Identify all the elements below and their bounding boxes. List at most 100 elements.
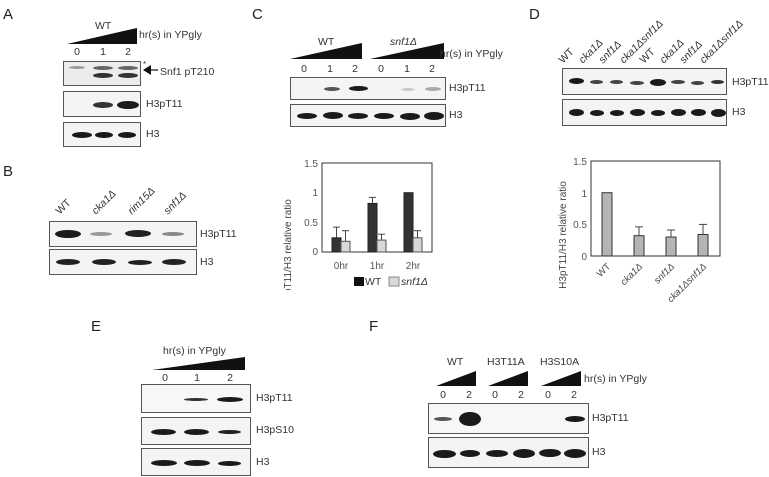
svg-text:1: 1	[581, 189, 587, 200]
panel-f-label-h3pt11: H3pT11	[592, 412, 629, 424]
svg-text:0hr: 0hr	[334, 261, 349, 272]
panel-a-blot-snf1-pt210	[63, 61, 141, 86]
svg-text:0: 0	[581, 252, 587, 263]
panel-b-blot-h3	[49, 249, 197, 275]
panel-c-bar-chart: H3pT11/H3 relative ratio 1.5 1 0.5 0 0hr…	[283, 159, 433, 290]
panel-d-plot-area	[590, 160, 721, 257]
svg-text:1: 1	[312, 188, 318, 199]
panel-c-time-label: hr(s) in YPgly	[440, 48, 503, 60]
svg-text:2hr: 2hr	[406, 261, 421, 272]
panel-e-lane: 2	[227, 372, 233, 384]
panel-c-lane: 2	[352, 63, 358, 75]
panel-d-blot-h3	[562, 99, 727, 126]
panel-b-blot-h3pt11	[49, 221, 197, 247]
panel-f-lane: 2	[518, 389, 524, 401]
panel-c-label-h3: H3	[449, 109, 463, 121]
panel-c-label-h3pt11: H3pT11	[449, 82, 486, 94]
panel-e-label-h3: H3	[256, 456, 270, 468]
legend-snf1: snf1Δ	[401, 276, 428, 288]
panel-f-strain-h3t11a: H3T11A	[487, 356, 525, 368]
panel-f-lane: 0	[492, 389, 498, 401]
panel-e-blot-h3pt11	[141, 384, 251, 413]
panel-d-label-h3pt11: H3pT11	[732, 76, 769, 88]
panel-b-label-h3: H3	[200, 256, 214, 268]
panel-f-h3s10a-time-wedge-icon	[541, 371, 581, 386]
legend-snf1-swatch-icon	[388, 276, 400, 287]
panel-e-lane: 0	[162, 372, 168, 384]
panel-c-lane: 0	[301, 63, 307, 75]
panel-f-lane: 2	[466, 389, 472, 401]
panel-e-blot-h3	[141, 448, 251, 476]
svg-text:WT: WT	[595, 261, 613, 279]
panel-a-blot-h3	[63, 122, 141, 147]
panel-f-lane: 0	[545, 389, 551, 401]
svg-text:1.5: 1.5	[573, 157, 587, 168]
panel-c-blot-h3	[290, 104, 446, 127]
panel-d-chart-ylabel: H3pT11/H3 relative ratio	[558, 181, 569, 289]
panel-d-lane: WT	[556, 45, 577, 66]
panel-f-letter: F	[369, 318, 379, 335]
svg-text:0.5: 0.5	[304, 218, 318, 229]
panel-d-blot-h3pt11	[562, 68, 727, 95]
panel-a-strain-label: WT	[95, 20, 112, 32]
panel-c-wt-time-wedge-icon	[290, 43, 362, 59]
panel-b-lane-snf1: snf1Δ	[161, 189, 190, 217]
panel-e-label-h3ps10: H3pS10	[256, 424, 294, 436]
svg-text:1.5: 1.5	[304, 159, 318, 170]
panel-b-lane-rim15: rim15Δ	[125, 184, 158, 217]
panel-a-lane-2: 2	[125, 46, 131, 58]
panel-c-chart-ylabel: H3pT11/H3 relative ratio	[283, 199, 294, 290]
panel-e-blot-h3ps10	[141, 417, 251, 445]
panel-c-letter: C	[252, 6, 263, 23]
panel-e-lane: 1	[194, 372, 200, 384]
panel-c-snf1-time-wedge-icon	[370, 43, 444, 59]
panel-c-strain-wt: WT	[318, 36, 335, 48]
legend-wt-swatch-icon	[354, 277, 364, 286]
panel-d-letter: D	[529, 6, 540, 23]
panel-c-lane: 1	[404, 63, 410, 75]
panel-b-lane-cka1: cka1Δ	[89, 187, 119, 217]
panel-a-letter: A	[3, 6, 14, 23]
panel-f-h3t11a-time-wedge-icon	[488, 371, 528, 386]
panel-a-lane-1: 1	[100, 46, 106, 58]
panel-a-label-snf1-pt210: Snf1 pT210	[160, 66, 215, 78]
panel-e-time-label: hr(s) in YPgly	[163, 345, 226, 357]
svg-text:1hr: 1hr	[370, 261, 385, 272]
panel-e-time-wedge-icon	[152, 357, 245, 370]
arrow-left-icon	[143, 65, 158, 75]
panel-f-lane: 2	[571, 389, 577, 401]
panel-f-strain-wt: WT	[447, 356, 464, 368]
panel-c-blot-h3pt11	[290, 77, 446, 100]
panel-f-strain-h3s10a: H3S10A	[540, 356, 580, 368]
panel-c-lane: 2	[429, 63, 435, 75]
legend-wt: WT	[365, 276, 382, 288]
svg-text:0.5: 0.5	[573, 220, 587, 231]
panel-f-label-h3: H3	[592, 446, 606, 458]
panel-f-blot-h3pt11	[428, 403, 589, 434]
panel-a-label-h3pt11: H3pT11	[146, 98, 183, 110]
svg-text:0: 0	[312, 247, 318, 258]
panel-d-bar-chart: H3pT11/H3 relative ratio 1.5 1 0.5 0 WT …	[558, 157, 721, 305]
panel-a-blot-h3pt11	[63, 91, 141, 117]
panel-b-lane-wt: WT	[53, 196, 74, 217]
panel-b-letter: B	[3, 163, 14, 180]
panel-f-wt-time-wedge-icon	[436, 371, 476, 386]
panel-f-lane: 0	[440, 389, 446, 401]
panel-e-label-h3pt11: H3pT11	[256, 392, 293, 404]
svg-text:cka1Δ: cka1Δ	[619, 261, 645, 287]
svg-text:snf1Δ: snf1Δ	[652, 261, 677, 286]
panel-d-lane: cka1Δsnf1Δ	[697, 17, 746, 66]
panel-a-time-wedge-icon	[67, 28, 137, 44]
panel-e-letter: E	[91, 318, 102, 335]
panel-a-label-h3: H3	[146, 128, 160, 140]
panel-f-blot-h3	[428, 437, 589, 468]
panel-a-time-label: hr(s) in YPgly	[139, 29, 202, 41]
panel-d-label-h3: H3	[732, 106, 746, 118]
panel-c-lane: 1	[327, 63, 333, 75]
panel-f-time-label: hr(s) in YPgly	[584, 373, 647, 385]
panel-b-label-h3pt11: H3pT11	[200, 228, 237, 240]
panel-a-asterisk: *	[143, 60, 147, 69]
panel-c-lane: 0	[378, 63, 384, 75]
panel-a-lane-0: 0	[74, 46, 80, 58]
panel-c-strain-snf1: snf1Δ	[390, 36, 417, 48]
